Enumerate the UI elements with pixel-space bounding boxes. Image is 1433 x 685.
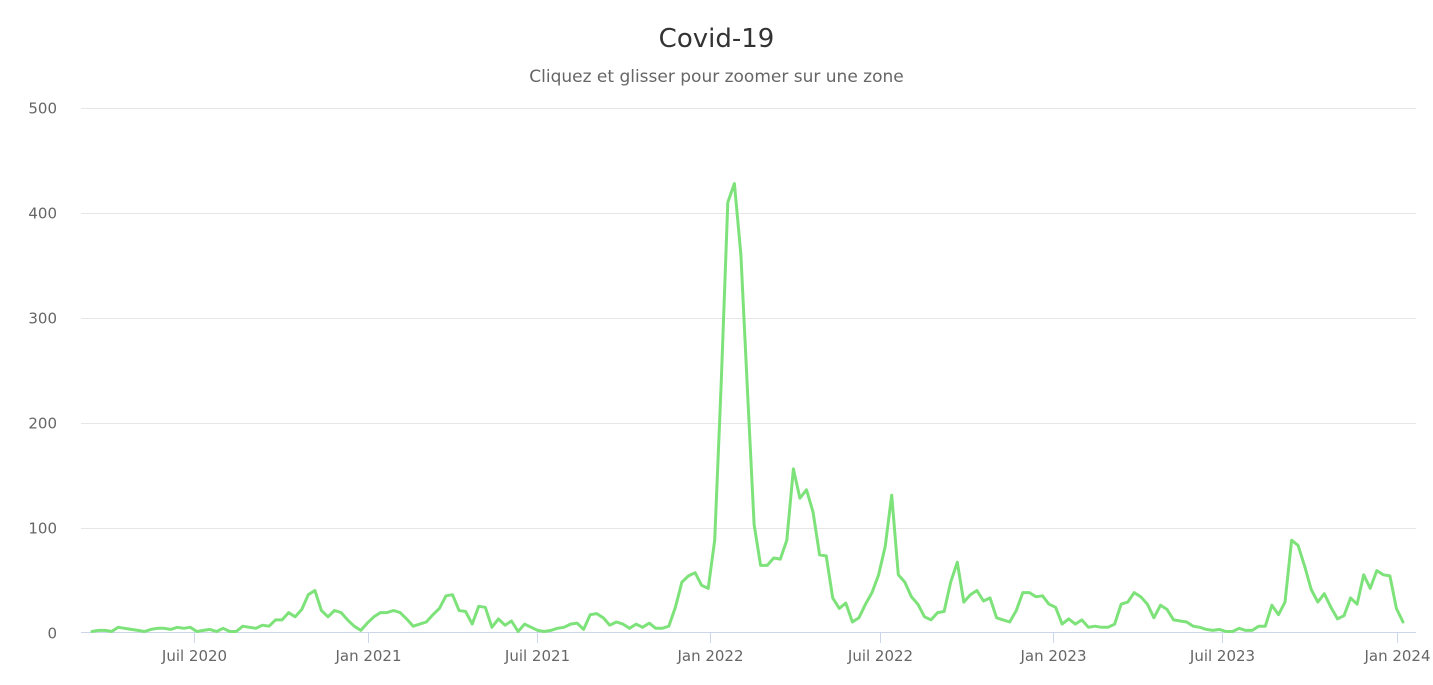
x-tick-label: Juil 2020	[161, 647, 227, 665]
y-tick-label: 100	[28, 520, 57, 538]
x-tick-label: Jan 2022	[676, 647, 743, 665]
series-line-covid-19[interactable]	[90, 182, 1405, 633]
chart-title: Covid-19	[658, 24, 775, 54]
x-axis-labels: Juil 2020 Jan 2021 Juil 2021 Jan 2022 Juil 2…	[161, 647, 1431, 665]
x-tick-label: Jan 2024	[1363, 647, 1430, 665]
y-tick-label: 200	[28, 415, 57, 433]
x-tick-label: Jan 2023	[1019, 647, 1086, 665]
x-tick-label: Juil 2021	[504, 647, 570, 665]
y-tick-label: 400	[28, 205, 57, 223]
x-axis-ticks	[194, 633, 1398, 643]
y-tick-label: 300	[28, 310, 57, 328]
x-tick-label: Juil 2022	[847, 647, 913, 665]
y-gridlines	[81, 108, 1416, 529]
y-tick-label: 0	[47, 625, 57, 643]
x-tick-label: Jan 2021	[334, 647, 401, 665]
x-tick-label: Juil 2023	[1189, 647, 1255, 665]
chart-subtitle: Cliquez et glisser pour zoomer sur une z…	[529, 67, 904, 87]
y-tick-label: 500	[28, 100, 57, 118]
y-axis-labels: 0 100 200 300 400 500	[28, 100, 57, 643]
